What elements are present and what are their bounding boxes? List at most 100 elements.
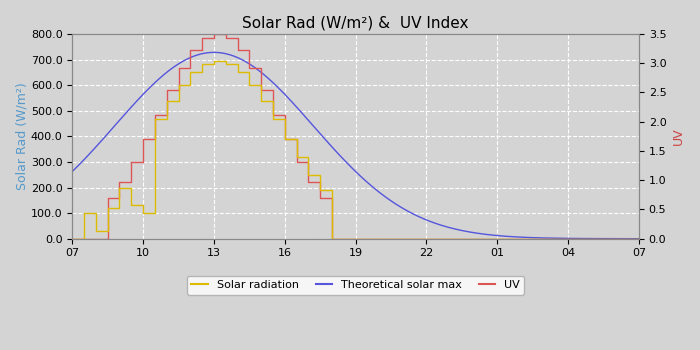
UV bbox=[139, 137, 147, 141]
UV bbox=[575, 237, 584, 241]
Line: Solar radiation: Solar radiation bbox=[72, 61, 639, 239]
UV bbox=[363, 237, 372, 241]
Solar radiation bbox=[139, 211, 147, 215]
Solar radiation bbox=[517, 237, 525, 241]
Theoretical solar max bbox=[329, 146, 337, 150]
Solar radiation bbox=[623, 237, 631, 241]
UV bbox=[493, 237, 501, 241]
UV bbox=[316, 196, 324, 200]
Solar radiation bbox=[304, 173, 313, 177]
Title: Solar Rad (W/m²) &  UV Index: Solar Rad (W/m²) & UV Index bbox=[242, 15, 469, 30]
Solar radiation bbox=[505, 237, 513, 241]
UV bbox=[233, 48, 242, 52]
UV bbox=[198, 36, 206, 40]
Theoretical solar max bbox=[344, 162, 352, 166]
Solar radiation bbox=[92, 229, 100, 233]
Solar radiation bbox=[635, 237, 643, 241]
Solar radiation bbox=[493, 237, 501, 241]
Solar radiation bbox=[127, 203, 136, 208]
UV bbox=[127, 160, 136, 164]
Theoretical solar max bbox=[210, 50, 218, 55]
Solar radiation bbox=[564, 237, 573, 241]
Solar radiation bbox=[328, 237, 336, 241]
Solar radiation bbox=[174, 83, 183, 87]
Solar radiation bbox=[269, 117, 277, 121]
Solar radiation bbox=[257, 99, 265, 103]
Solar radiation bbox=[80, 211, 88, 215]
Solar radiation bbox=[233, 70, 242, 74]
UV bbox=[599, 237, 608, 241]
UV bbox=[281, 137, 289, 141]
Solar radiation bbox=[150, 117, 159, 121]
Solar radiation bbox=[611, 237, 620, 241]
UV bbox=[340, 237, 348, 241]
UV bbox=[387, 237, 395, 241]
UV bbox=[116, 180, 124, 184]
UV bbox=[68, 237, 76, 241]
Solar radiation bbox=[458, 237, 466, 241]
Solar radiation bbox=[540, 237, 549, 241]
UV bbox=[422, 237, 430, 241]
Solar radiation bbox=[482, 237, 490, 241]
Solar radiation bbox=[599, 237, 608, 241]
Solar radiation bbox=[552, 237, 561, 241]
UV bbox=[410, 237, 419, 241]
UV bbox=[434, 237, 442, 241]
Legend: Solar radiation, Theoretical solar max, UV: Solar radiation, Theoretical solar max, … bbox=[187, 276, 524, 295]
UV bbox=[446, 237, 454, 241]
Solar radiation bbox=[587, 237, 596, 241]
Theoretical solar max bbox=[618, 237, 626, 241]
Solar radiation bbox=[340, 237, 348, 241]
UV bbox=[517, 237, 525, 241]
UV bbox=[150, 112, 159, 117]
UV bbox=[587, 237, 596, 241]
Solar radiation bbox=[104, 206, 112, 210]
UV bbox=[482, 237, 490, 241]
Solar radiation bbox=[528, 237, 537, 241]
Line: UV: UV bbox=[72, 34, 639, 239]
Solar radiation bbox=[375, 237, 384, 241]
UV bbox=[328, 237, 336, 241]
Solar radiation bbox=[575, 237, 584, 241]
UV bbox=[623, 237, 631, 241]
UV bbox=[611, 237, 620, 241]
UV bbox=[375, 237, 384, 241]
Solar radiation bbox=[398, 237, 407, 241]
UV bbox=[635, 237, 643, 241]
Solar radiation bbox=[68, 237, 76, 241]
Solar radiation bbox=[116, 186, 124, 190]
UV bbox=[257, 88, 265, 92]
UV bbox=[162, 88, 171, 92]
UV bbox=[552, 237, 561, 241]
UV bbox=[210, 32, 218, 36]
Solar radiation bbox=[198, 62, 206, 66]
UV bbox=[80, 237, 88, 241]
UV bbox=[398, 237, 407, 241]
UV bbox=[293, 160, 301, 164]
Solar radiation bbox=[316, 188, 324, 192]
Solar radiation bbox=[210, 59, 218, 63]
Solar radiation bbox=[281, 136, 289, 141]
Solar radiation bbox=[387, 237, 395, 241]
UV bbox=[528, 237, 537, 241]
Y-axis label: UV: UV bbox=[672, 127, 685, 145]
Solar radiation bbox=[363, 237, 372, 241]
Solar radiation bbox=[221, 62, 230, 66]
UV bbox=[269, 112, 277, 117]
Solar radiation bbox=[293, 155, 301, 159]
Theoretical solar max bbox=[97, 139, 106, 143]
Solar radiation bbox=[470, 237, 478, 241]
Solar radiation bbox=[410, 237, 419, 241]
UV bbox=[304, 180, 313, 184]
Solar radiation bbox=[434, 237, 442, 241]
UV bbox=[540, 237, 549, 241]
UV bbox=[351, 237, 360, 241]
Solar radiation bbox=[446, 237, 454, 241]
UV bbox=[174, 65, 183, 70]
UV bbox=[92, 237, 100, 241]
Theoretical solar max bbox=[514, 235, 523, 239]
Theoretical solar max bbox=[635, 237, 643, 241]
Theoretical solar max bbox=[619, 237, 627, 241]
UV bbox=[186, 48, 195, 52]
Y-axis label: Solar Rad (W/m²): Solar Rad (W/m²) bbox=[15, 83, 28, 190]
